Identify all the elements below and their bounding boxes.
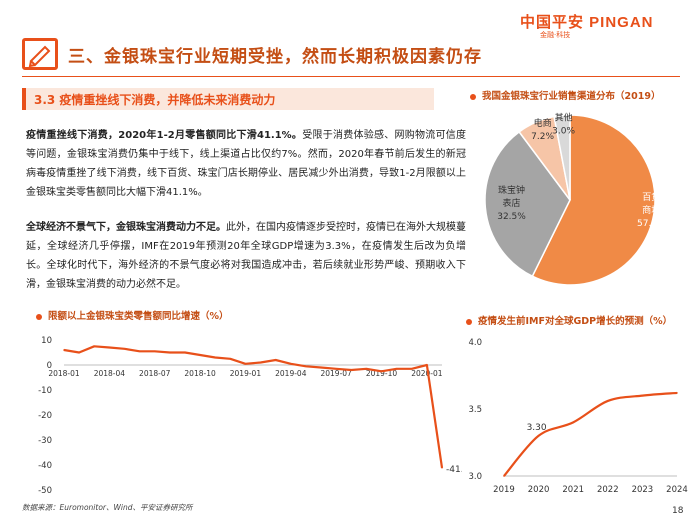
page-title: 三、金银珠宝行业短期受挫，然而长期积极因素仍存	[68, 47, 482, 67]
paragraph-global-economy: 全球经济不景气下，金银珠宝消费动力不足。此外，在国内疫情逐步受控时，疫情已在海外…	[26, 218, 466, 294]
data-label: 3.30	[527, 423, 547, 433]
series-line	[503, 391, 678, 477]
y-tick-label: -30	[38, 436, 52, 446]
x-tick-label: 2019	[493, 485, 515, 495]
pie-slice-1	[484, 130, 571, 278]
data-point	[259, 361, 262, 364]
title-divider	[22, 76, 680, 77]
data-point	[426, 364, 428, 366]
retail-growth-line-chart: 10 0 -10 -20 -30 -40 -50 2018-01 2018-04 2018-07 2…	[38, 336, 462, 496]
y-tick-label: 3.0	[468, 472, 482, 482]
brand-logo: 中国平安 PINGAN 金融·科技	[520, 9, 695, 39]
data-point	[365, 367, 368, 370]
pie-slice-label: 其他	[555, 111, 573, 123]
data-point	[169, 351, 171, 354]
data-point	[290, 362, 292, 365]
pie-slice-value: 7.2%	[531, 132, 554, 142]
data-point	[63, 349, 65, 351]
data-point	[184, 351, 186, 354]
x-tick-label: 2021	[562, 485, 584, 495]
pie-slice-label: 百货	[642, 191, 660, 203]
section-header: 3.3 疫情重挫线下消费，并降低未来消费动力	[22, 88, 434, 110]
pie-slice-3	[553, 114, 571, 201]
pie-slice-label: 商场	[642, 204, 660, 216]
x-tick-label: 2022	[597, 485, 619, 495]
data-point	[607, 400, 609, 402]
data-label: -41.1	[446, 465, 462, 475]
data-point	[229, 357, 232, 360]
pie-slice-label: 表店	[503, 197, 521, 209]
pie-slice-label: 电商	[534, 117, 552, 129]
y-tick-label: 3.5	[468, 405, 482, 415]
data-point	[138, 350, 141, 353]
y-tick-label: -10	[38, 386, 52, 396]
pie-slice-label: 珠宝钟	[498, 184, 525, 196]
y-tick-label: 4.0	[468, 338, 482, 348]
paragraph-offline-consumption: 疫情重挫线下消费，2020年1-2月零售额同比下滑41.1%。受限于消费体验感、…	[26, 126, 466, 202]
data-source: 数据来源：Euromonitor、Wind、平安证券研究所	[22, 503, 193, 512]
data-point	[153, 350, 156, 353]
y-tick-label: 0	[47, 361, 52, 371]
brand-tagline: 金融·科技	[540, 31, 571, 39]
data-point	[78, 351, 80, 354]
series-line	[63, 345, 444, 468]
data-point	[350, 369, 353, 371]
x-tick-label: 2018-01	[48, 369, 80, 378]
data-point	[214, 356, 216, 359]
gdp-forecast-line-chart: 4.0 3.5 3.0 2019 2020 2021 2022 2023 2024 3.30	[468, 338, 688, 495]
pie-slice-0	[531, 114, 656, 286]
data-point	[305, 365, 307, 368]
brand-name: 中国平安 PINGAN	[520, 14, 654, 31]
bullet-dot-icon	[470, 93, 476, 100]
x-tick-label: 2024	[666, 485, 688, 495]
data-point	[441, 466, 443, 469]
x-tick-label: 2019-04	[275, 369, 307, 378]
data-point	[244, 362, 247, 365]
y-tick-label: -50	[38, 486, 52, 496]
paragraph-body: 受限于消费体验感、网购物流可信度等问题，金银珠宝消费仍集中于线下，线上渠道占比仅…	[26, 130, 467, 198]
x-tick-label: 2018-10	[184, 369, 216, 378]
x-tick-label: 2019-01	[230, 369, 262, 378]
gdp-chart-title: 疫情发生前IMF对全球GDP增长的预测（%）	[466, 313, 672, 327]
pie-slice-value: 32.5%	[497, 212, 526, 222]
data-point	[395, 367, 398, 370]
pencil-note-icon	[22, 38, 58, 70]
bullet-dot-icon	[466, 318, 472, 325]
y-tick-label: 10	[41, 336, 52, 346]
x-tick-label: 2023	[632, 485, 654, 495]
y-tick-label: -40	[38, 461, 52, 471]
x-tick-label: 2019-07	[320, 369, 352, 378]
paragraph-lead: 疫情重挫线下消费，2020年1-2月零售额同比下滑41.1%。	[26, 130, 303, 141]
y-tick-label: -20	[38, 411, 52, 421]
paragraph-body: 此外，在国内疫情逐步受控时，疫情已在海外大规模蔓延，全球经济几乎停摆，IMF在2…	[26, 222, 466, 290]
data-point	[274, 359, 277, 361]
bullet-dot-icon	[36, 313, 42, 320]
x-tick-label: 2018-07	[139, 369, 171, 378]
x-tick-label: 2020-01	[411, 369, 443, 378]
data-point	[676, 392, 678, 394]
x-tick-label: 2019-10	[366, 369, 398, 378]
x-tick-label: 2018-04	[94, 369, 126, 378]
data-point	[641, 394, 644, 397]
x-tick-label: 2020	[528, 485, 550, 495]
pie-chart-title: 我国金银珠宝行业销售渠道分布（2019）	[470, 88, 660, 102]
paragraph-lead: 全球经济不景气下，金银珠宝消费动力不足。	[26, 222, 226, 233]
data-point	[572, 421, 574, 424]
data-point	[380, 370, 383, 373]
pie-slice-value: 57.3%	[637, 219, 666, 229]
data-point	[123, 347, 126, 350]
retail-chart-title: 限额以上金银珠宝类零售额同比增速（%）	[36, 308, 229, 322]
data-point	[108, 346, 111, 349]
data-point	[335, 367, 337, 370]
data-point	[503, 475, 505, 477]
data-point	[93, 345, 96, 348]
section-title: 3.3 疫情重挫线下消费，并降低未来消费动力	[34, 93, 276, 107]
data-point	[199, 354, 201, 356]
data-point	[320, 366, 322, 369]
pie-slice-value: 3.0%	[552, 126, 575, 136]
data-point	[537, 435, 540, 437]
page-number: 18	[672, 506, 684, 516]
data-point	[410, 367, 413, 370]
